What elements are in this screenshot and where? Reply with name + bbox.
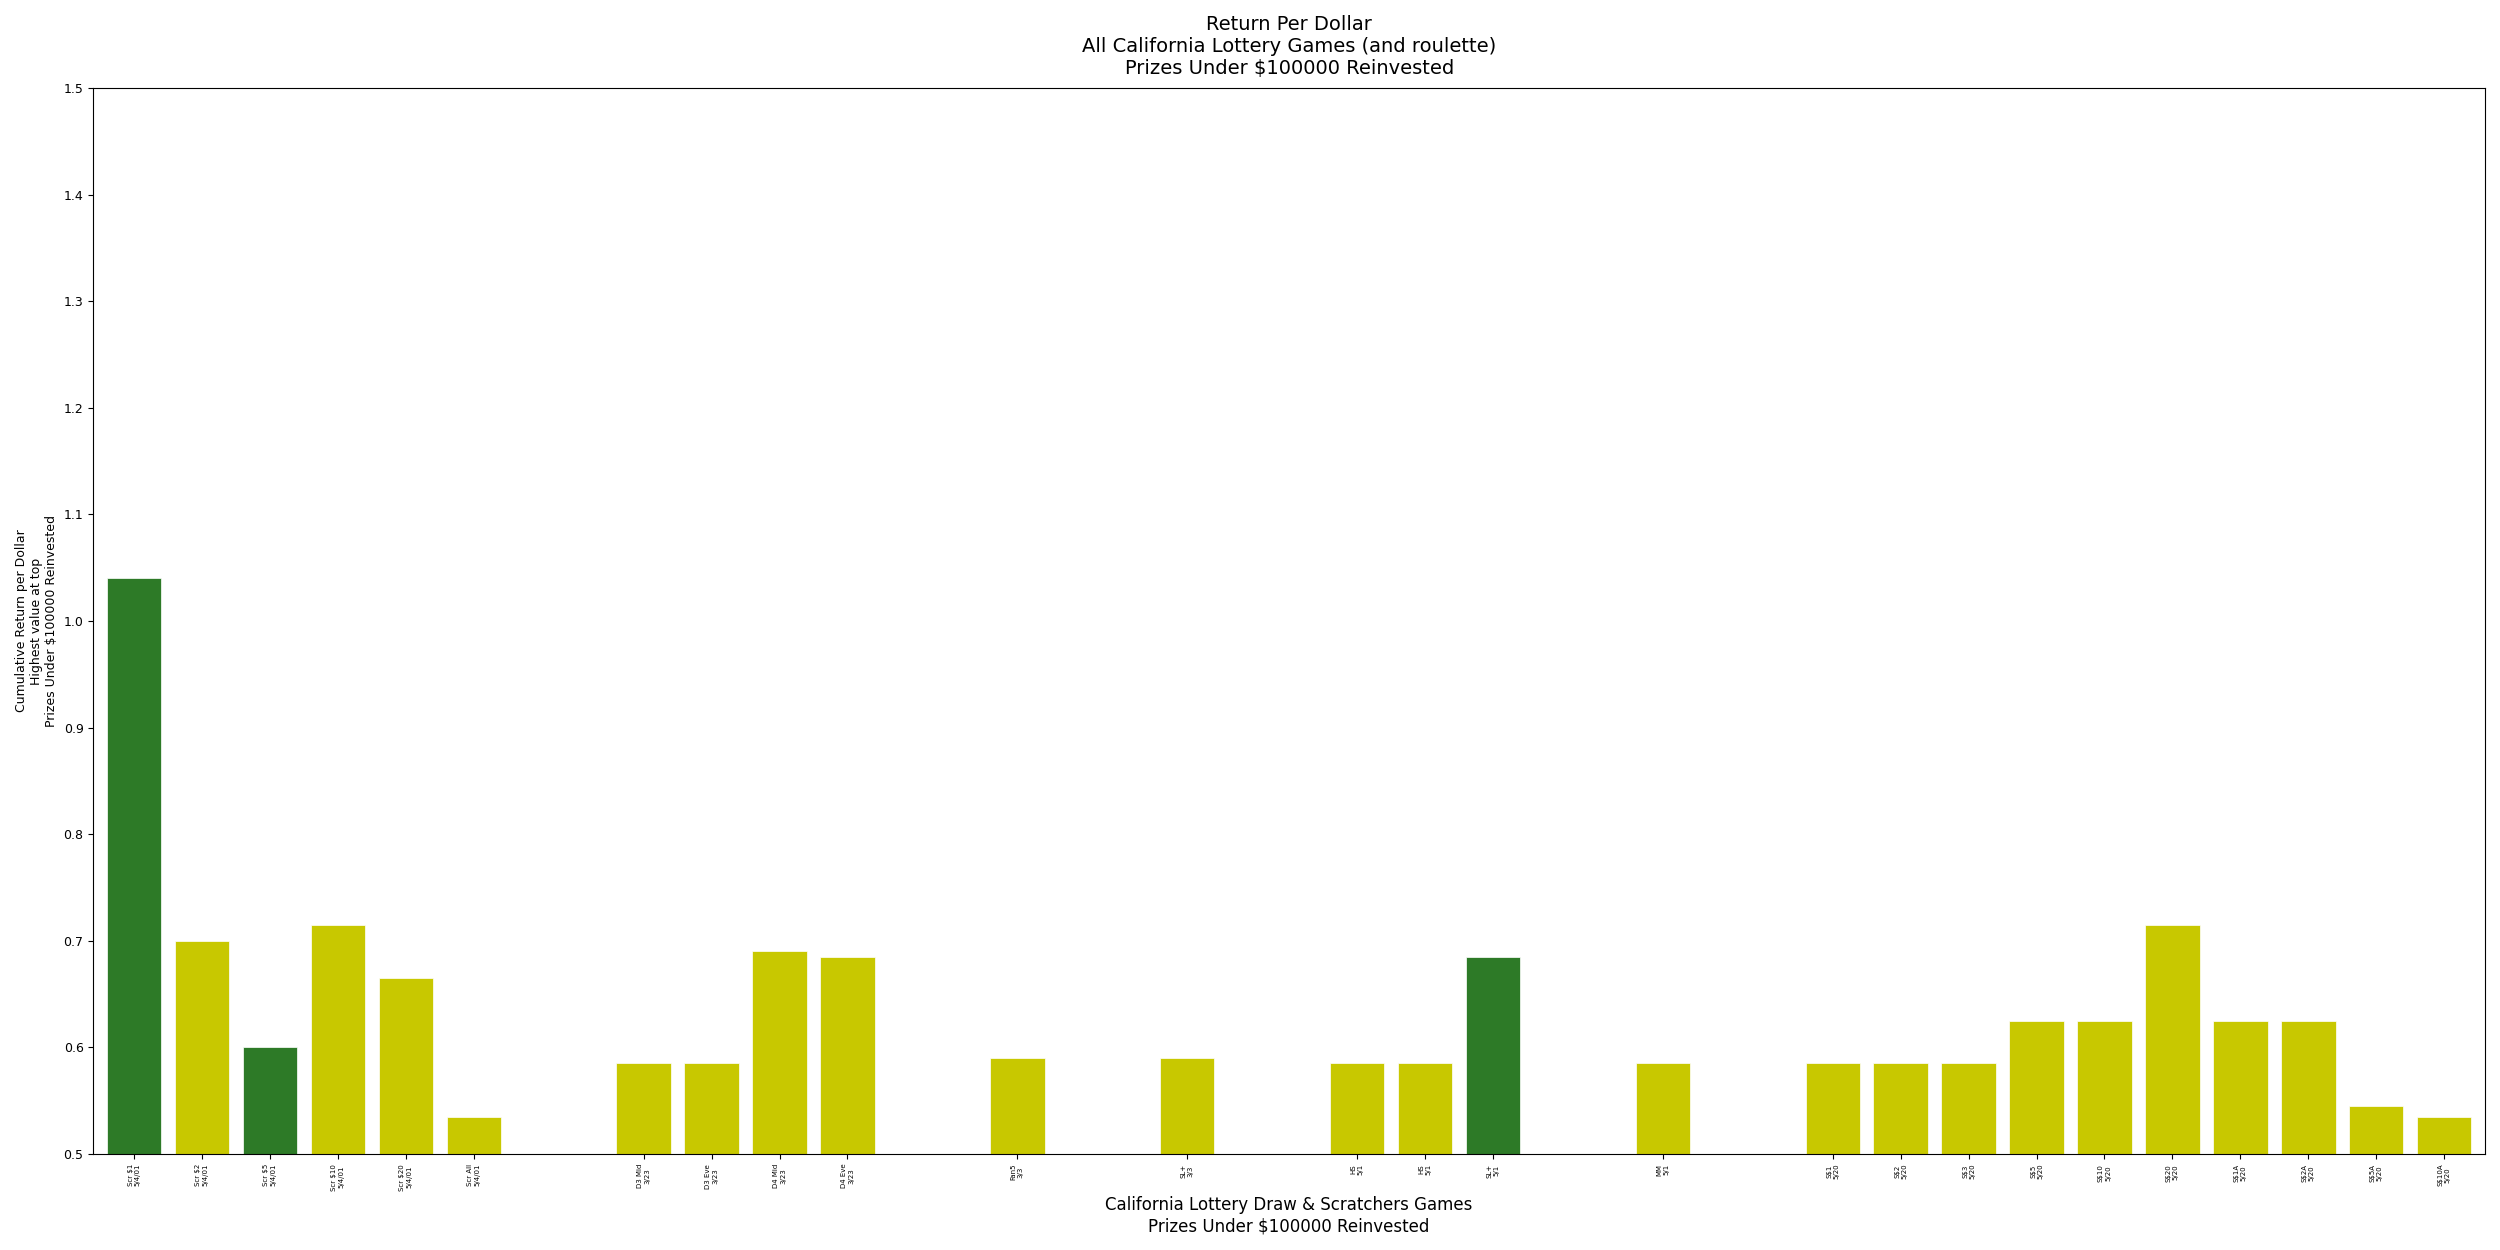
Bar — [2010, 1021, 2062, 1154]
Bar — [2418, 1116, 2472, 1154]
Bar — [1160, 1058, 1215, 1154]
Bar — [2212, 1021, 2268, 1154]
Bar — [618, 1064, 670, 1154]
Bar — [1872, 1064, 1928, 1154]
Bar — [2145, 925, 2200, 1154]
Bar — [1398, 1064, 1452, 1154]
Title: Return Per Dollar
All California Lottery Games (and roulette)
Prizes Under $1000: Return Per Dollar All California Lottery… — [1082, 15, 1498, 78]
Bar — [752, 951, 808, 1154]
Bar — [2078, 1021, 2132, 1154]
Bar — [990, 1058, 1045, 1154]
Bar — [1805, 1064, 1860, 1154]
Bar — [2350, 1106, 2402, 1154]
X-axis label: California Lottery Draw & Scratchers Games
Prizes Under $100000 Reinvested: California Lottery Draw & Scratchers Gam… — [1105, 1196, 1472, 1235]
Bar — [1330, 1064, 1385, 1154]
Bar — [310, 925, 365, 1154]
Bar — [2280, 1021, 2335, 1154]
Bar — [175, 941, 230, 1154]
Bar — [820, 956, 875, 1154]
Y-axis label: Cumulative Return per Dollar
Highest value at top
Prizes Under $100000 Reinveste: Cumulative Return per Dollar Highest val… — [15, 515, 58, 728]
Bar — [107, 579, 160, 1154]
Bar — [1942, 1064, 1995, 1154]
Bar — [242, 1048, 298, 1154]
Bar — [1465, 956, 1520, 1154]
Bar — [448, 1116, 500, 1154]
Bar — [1635, 1064, 1690, 1154]
Bar — [685, 1064, 740, 1154]
Bar — [378, 979, 432, 1154]
